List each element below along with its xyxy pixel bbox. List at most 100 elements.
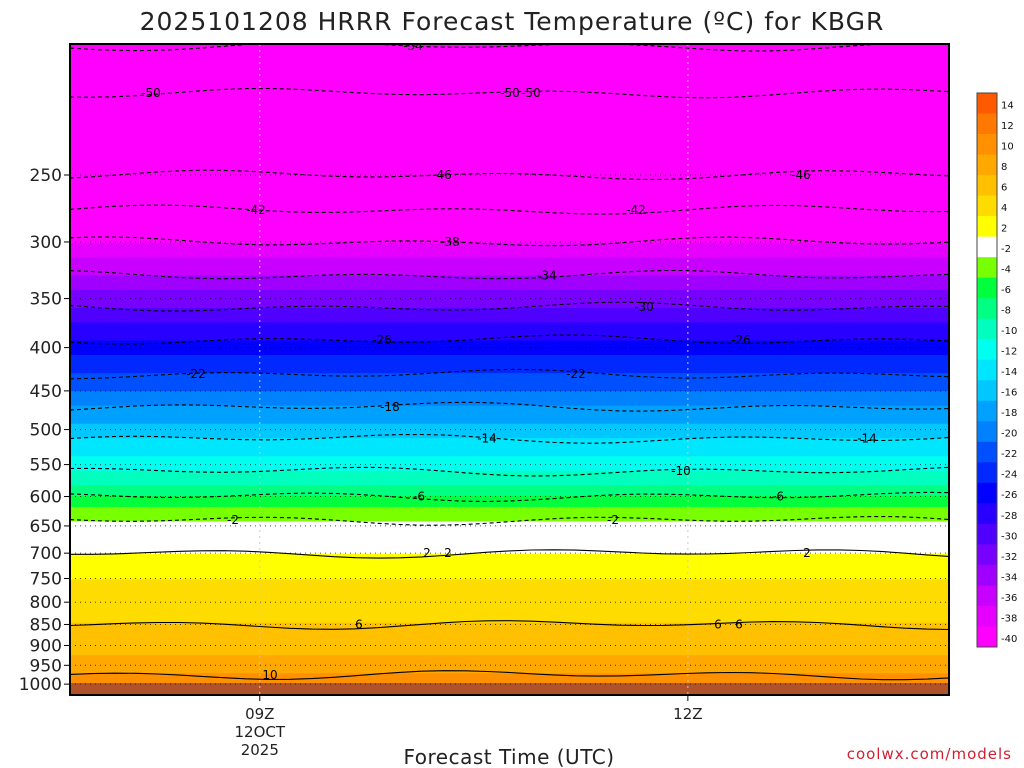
colorbar-swatch <box>977 380 997 402</box>
colorbar-swatch <box>977 359 997 381</box>
y-tick-label: 650 <box>30 517 62 537</box>
temperature-band <box>70 553 949 559</box>
colorbar-swatch <box>977 257 997 279</box>
temperature-band <box>70 409 949 414</box>
colorbar-label: -20 <box>1001 429 1017 440</box>
temperature-band <box>70 666 949 671</box>
temperature-band <box>70 640 949 645</box>
plot-area: -54-50-50 -50-46-46-42 -42-38-34-30-26-26-… <box>70 44 949 695</box>
temperature-bands <box>70 44 949 695</box>
temperature-band <box>70 365 949 371</box>
temperature-band <box>70 358 949 363</box>
temperature-band <box>70 69 949 74</box>
temperature-band <box>70 615 949 620</box>
contour-label: 10 <box>262 668 277 682</box>
contour-label: -6 <box>413 490 425 504</box>
temperature-band <box>70 51 949 56</box>
temperature-band <box>70 318 949 324</box>
x-tick-label: 09Z <box>245 705 274 723</box>
isotherm-line <box>70 549 949 559</box>
temperature-band <box>70 568 949 573</box>
colorbar-swatch <box>977 564 997 586</box>
temperature-band <box>70 224 949 230</box>
temperature-band <box>70 510 949 515</box>
temperature-band <box>70 246 949 251</box>
temperature-band <box>70 44 949 49</box>
temperature-band <box>70 355 949 360</box>
temperature-band <box>70 105 949 110</box>
temperature-band <box>70 430 949 436</box>
colorbar-swatch <box>977 236 997 258</box>
temperature-band <box>70 463 949 468</box>
temperature-band <box>70 170 949 175</box>
temperature-band <box>70 467 949 472</box>
contour-label: -22 <box>566 367 586 381</box>
y-tick-label: 950 <box>30 656 62 676</box>
temperature-band <box>70 91 949 96</box>
temperature-band <box>70 561 949 566</box>
isotherm-line <box>70 670 949 681</box>
colorbar-label: 4 <box>1001 203 1007 214</box>
temperature-band <box>70 637 949 642</box>
chart-title: 2025101208 HRRR Forecast Temperature (ºC… <box>140 7 885 36</box>
colorbar-swatch <box>977 400 997 422</box>
contour-label: 6 <box>355 617 363 631</box>
contour-label: 2 <box>803 546 811 560</box>
temperature-band <box>70 130 949 136</box>
temperature-band <box>70 94 949 99</box>
contour-label: 6 <box>714 617 722 631</box>
temperature-band <box>70 156 949 161</box>
temperature-band <box>70 441 949 447</box>
temperature-band <box>70 655 949 660</box>
temperature-band <box>70 600 949 606</box>
temperature-band <box>70 575 949 580</box>
x-tick-label: 12OCT <box>235 723 286 741</box>
temperature-band <box>70 503 949 508</box>
temperature-band <box>70 492 949 497</box>
temperature-band <box>70 134 949 139</box>
colorbar-swatch <box>977 216 997 238</box>
temperature-band <box>70 427 949 432</box>
temperature-band <box>70 514 949 519</box>
temperature-band <box>70 506 949 512</box>
temperature-band <box>70 517 949 522</box>
temperature-band <box>70 658 949 664</box>
temperature-band <box>70 362 949 367</box>
y-tick-label: 600 <box>30 488 62 508</box>
isotherm-contours: -54-50-50 -50-46-46-42 -42-38-34-30-26-26-… <box>70 44 949 682</box>
colorbar-swatch <box>977 503 997 525</box>
temperature-band <box>70 539 949 544</box>
temperature-band <box>70 206 949 211</box>
y-tick-label: 300 <box>30 233 62 253</box>
contour-label: -14 <box>857 432 877 446</box>
temperature-band <box>70 199 949 204</box>
temperature-band <box>70 300 949 305</box>
temperature-band <box>70 311 949 316</box>
temperature-band <box>70 261 949 266</box>
contour-label: -14 <box>477 432 497 446</box>
temperature-band <box>70 72 949 78</box>
credit-text[interactable]: coolwx.com/models <box>847 745 1012 763</box>
temperature-band <box>70 593 949 598</box>
temperature-band <box>70 673 949 678</box>
temperature-band <box>70 499 949 504</box>
temperature-band <box>70 478 949 483</box>
temperature-band <box>70 394 949 400</box>
y-tick-label: 450 <box>30 382 62 402</box>
temperature-band <box>70 217 949 222</box>
colorbar-label: -8 <box>1001 306 1011 317</box>
temperature-band <box>70 326 949 331</box>
y-axis-ticks: 2503003504004505005506006507007508008509… <box>19 166 70 695</box>
temperature-band <box>70 336 949 342</box>
temperature-band <box>70 405 949 410</box>
temperature-band <box>70 351 949 356</box>
temperature-band <box>70 116 949 121</box>
contour-label: -46 <box>432 168 452 182</box>
temperature-band <box>70 47 949 52</box>
temperature-band <box>70 438 949 443</box>
temperature-band <box>70 532 949 537</box>
temperature-band <box>70 279 949 284</box>
temperature-band <box>70 177 949 183</box>
temperature-band <box>70 622 949 627</box>
colorbar-swatch <box>977 298 997 320</box>
